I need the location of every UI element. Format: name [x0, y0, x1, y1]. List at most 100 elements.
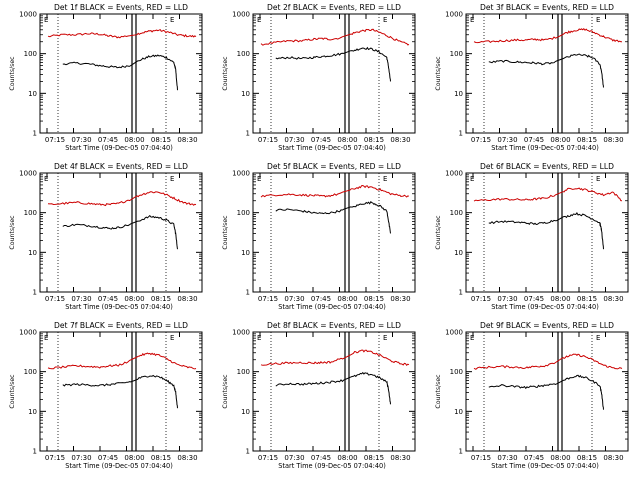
- x-tick-label: 07:15: [258, 136, 278, 144]
- y-tick-label: 100: [24, 50, 37, 58]
- panel-title: Det 6f BLACK = Events, RED = LLD: [480, 162, 614, 171]
- x-tick-label: 08:00: [337, 454, 357, 462]
- x-tick-label: 07:15: [258, 454, 278, 462]
- x-tick-label: 08:00: [550, 136, 570, 144]
- x-tick-label: 08:00: [550, 295, 570, 303]
- panel-title: Det 2f BLACK = Events, RED = LLD: [267, 3, 401, 12]
- annotation-e: E: [470, 175, 474, 183]
- annotation-e: E: [383, 175, 387, 183]
- x-tick-label: 07:30: [71, 136, 91, 144]
- annotation-e: E: [257, 16, 261, 24]
- x-tick-label: 08:15: [364, 136, 384, 144]
- plot-frame: [465, 172, 629, 293]
- x-tick-label: 08:15: [577, 295, 597, 303]
- series-lld-red: [473, 187, 623, 202]
- x-axis-label: Start Time (09-Dec-05 07:04:40): [65, 462, 173, 470]
- x-tick-label: 07:30: [284, 454, 304, 462]
- x-axis-label: Start Time (09-Dec-05 07:04:40): [278, 462, 386, 470]
- annotation-e: E: [470, 16, 474, 24]
- x-axis-label: Start Time (09-Dec-05 07:04:40): [278, 303, 386, 311]
- plot-frame: [465, 13, 629, 134]
- x-tick-label: 08:15: [364, 295, 384, 303]
- y-tick-label: 100: [450, 368, 463, 376]
- series-lld-red: [47, 28, 197, 39]
- x-tick-label: 07:45: [311, 295, 331, 303]
- series-events-black: [488, 211, 604, 250]
- y-tick-label: 1: [246, 130, 250, 138]
- series-lld-red: [47, 191, 197, 207]
- x-tick-label: 07:30: [71, 295, 91, 303]
- y-tick-label: 1000: [445, 11, 463, 19]
- panel-title: Det 7f BLACK = Events, RED = LLD: [54, 321, 188, 330]
- x-tick-label: 08:15: [364, 454, 384, 462]
- x-axis-label: Start Time (09-Dec-05 07:04:40): [65, 144, 173, 152]
- x-tick-label: 07:45: [98, 295, 118, 303]
- x-tick-label: 07:45: [311, 136, 331, 144]
- x-tick-label: 07:15: [45, 136, 65, 144]
- plot-frame: [465, 331, 629, 452]
- y-tick-label: 10: [241, 90, 250, 98]
- x-tick-label: 07:30: [71, 454, 91, 462]
- x-tick-label: 08:30: [603, 454, 623, 462]
- series-events-black: [488, 53, 604, 88]
- annotation-e: E: [257, 334, 261, 342]
- y-tick-label: 1000: [445, 329, 463, 337]
- x-axis-label: Start Time (09-Dec-05 07:04:40): [491, 144, 599, 152]
- y-tick-label: 1000: [19, 11, 37, 19]
- x-tick-label: 07:15: [45, 454, 65, 462]
- panel-det-8: Det 8f BLACK = Events, RED = LLD 1 10 100 10…: [222, 321, 416, 470]
- y-tick-label: 1000: [19, 170, 37, 178]
- annotation-e: E: [44, 16, 48, 24]
- plot-frame: [39, 172, 203, 293]
- annotation-e: E: [44, 334, 48, 342]
- x-tick-label: 08:15: [151, 295, 171, 303]
- x-tick-label: 07:15: [471, 136, 491, 144]
- y-tick-label: 100: [237, 209, 250, 217]
- y-tick-label: 1: [459, 448, 463, 456]
- panel-title: Det 9f BLACK = Events, RED = LLD: [480, 321, 614, 330]
- annotation-e: E: [383, 334, 387, 342]
- y-tick-label: 1000: [445, 170, 463, 178]
- x-tick-label: 08:00: [124, 136, 144, 144]
- x-tick-label: 08:00: [337, 295, 357, 303]
- x-tick-label: 07:15: [45, 295, 65, 303]
- series-events-black: [62, 54, 178, 91]
- panel-det-3: Det 3f BLACK = Events, RED = LLD 1 10 100 10…: [435, 3, 629, 152]
- x-tick-label: 08:30: [177, 454, 197, 462]
- panel-det-6: Det 6f BLACK = Events, RED = LLD 1 10 100 10…: [435, 162, 629, 311]
- x-tick-label: 08:15: [577, 454, 597, 462]
- plot-frame: [39, 13, 203, 134]
- x-axis-label: Start Time (09-Dec-05 07:04:40): [65, 303, 173, 311]
- y-tick-label: 1: [246, 289, 250, 297]
- x-tick-label: 07:45: [524, 454, 544, 462]
- x-axis-label: Start Time (09-Dec-05 07:04:40): [278, 144, 386, 152]
- series-lld-red: [260, 184, 410, 198]
- x-axis-label: Start Time (09-Dec-05 07:04:40): [491, 462, 599, 470]
- y-axis-label: Counts/sec: [9, 374, 16, 409]
- series-lld-red: [473, 27, 622, 44]
- annotation-e: E: [470, 334, 474, 342]
- annotation-e: E: [170, 16, 174, 24]
- y-tick-label: 1: [33, 289, 37, 297]
- x-tick-label: 07:45: [524, 295, 544, 303]
- annotation-e: E: [596, 16, 600, 24]
- y-axis-label: Counts/sec: [9, 215, 16, 250]
- y-tick-label: 10: [454, 249, 463, 257]
- panel-det-9: Det 9f BLACK = Events, RED = LLD 1 10 100 10…: [435, 321, 629, 470]
- y-axis-label: Counts/sec: [222, 374, 229, 409]
- y-tick-label: 10: [454, 408, 463, 416]
- x-tick-label: 08:30: [390, 454, 410, 462]
- panel-title: Det 3f BLACK = Events, RED = LLD: [480, 3, 614, 12]
- x-tick-label: 07:30: [497, 136, 517, 144]
- x-tick-label: 07:30: [284, 295, 304, 303]
- x-tick-label: 08:30: [177, 295, 197, 303]
- x-tick-label: 07:45: [98, 454, 118, 462]
- series-lld-red: [260, 28, 410, 46]
- panel-title: Det 1f BLACK = Events, RED = LLD: [54, 3, 188, 12]
- x-tick-label: 08:15: [151, 136, 171, 144]
- panel-det-2: Det 2f BLACK = Events, RED = LLD 1 10 100 10…: [222, 3, 416, 152]
- y-tick-label: 10: [454, 90, 463, 98]
- y-tick-label: 1000: [232, 329, 250, 337]
- panel-title: Det 4f BLACK = Events, RED = LLD: [54, 162, 188, 171]
